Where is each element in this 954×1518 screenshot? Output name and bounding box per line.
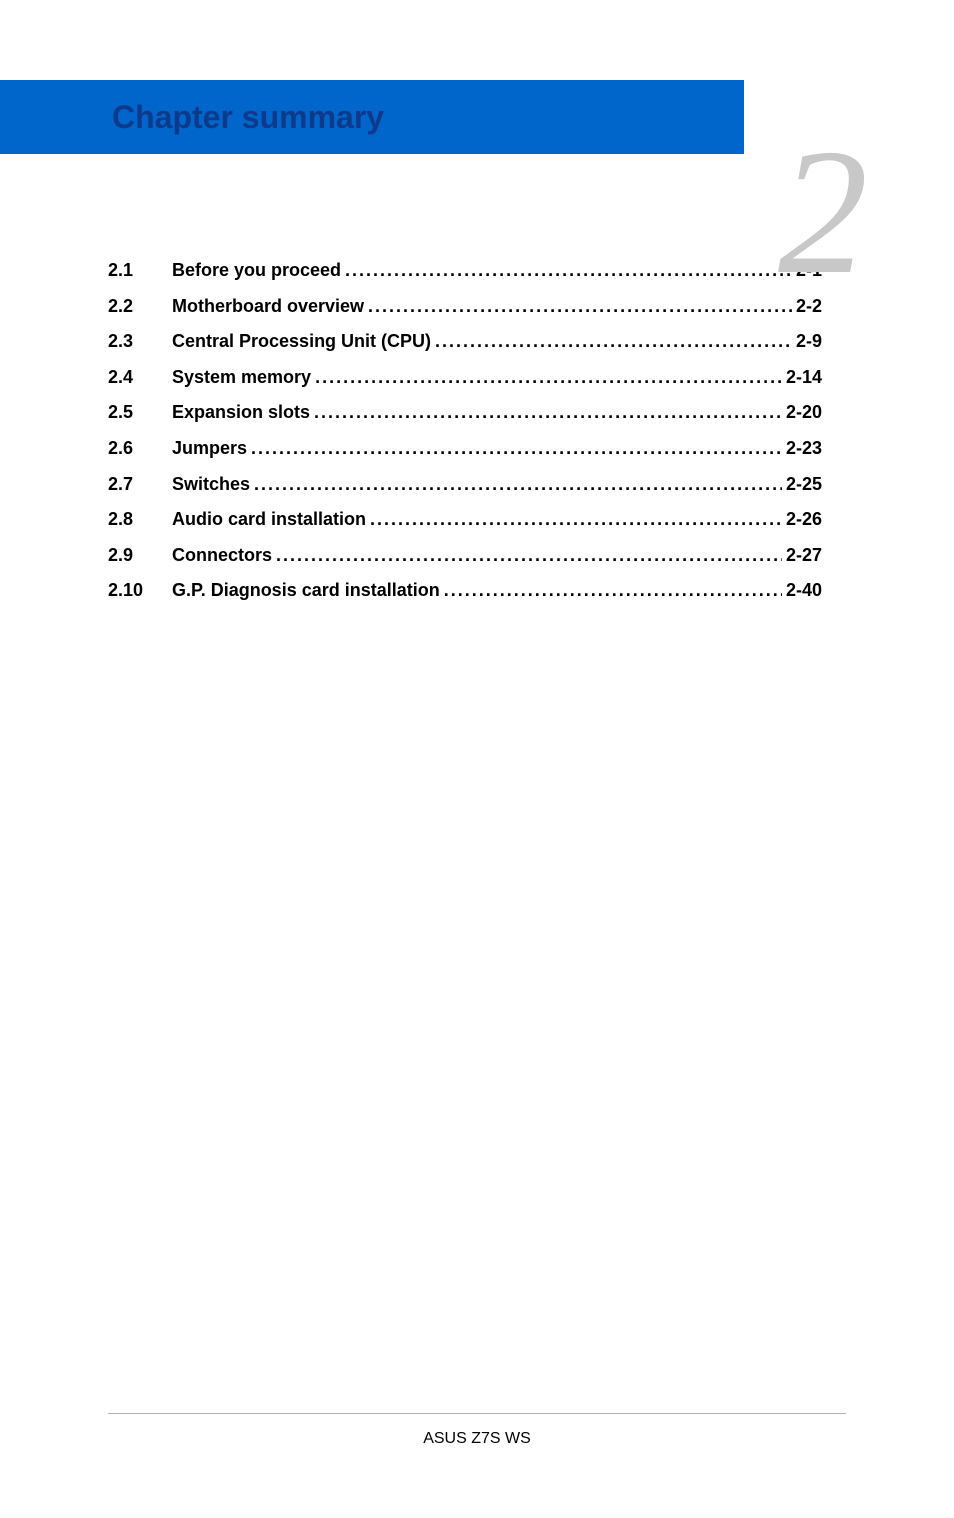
toc-entry-number: 2.9 [108,545,172,567]
toc-entry: 2.6Jumpers..............................… [108,438,822,460]
toc-entry-leader: ........................................… [254,474,782,496]
toc-entry-number: 2.2 [108,296,172,318]
chapter-banner: Chapter summary [0,80,744,154]
table-of-contents: 2.1Before you proceed...................… [108,260,822,602]
toc-entry-page: 2-2 [792,296,822,318]
footer-text: ASUS Z7S WS [0,1430,954,1448]
toc-entry-leader: ........................................… [314,402,782,424]
toc-entry-leader: ........................................… [370,509,782,531]
toc-entry-page: 2-40 [782,580,822,602]
toc-entry-leader: ........................................… [444,580,782,602]
toc-entry-title: Connectors [172,545,276,567]
toc-entry-number: 2.1 [108,260,172,282]
toc-entry-page: 2-23 [782,438,822,460]
toc-entry-page: 2-20 [782,402,822,424]
toc-entry-leader: ........................................… [315,367,782,389]
toc-entry-title: Before you proceed [172,260,345,282]
toc-entry-number: 2.7 [108,474,172,496]
toc-entry-number: 2.5 [108,402,172,424]
toc-entry: 2.7Switches.............................… [108,474,822,496]
toc-entry-title: Audio card installation [172,509,370,531]
toc-entry-leader: ........................................… [345,260,792,282]
toc-entry-title: Motherboard overview [172,296,368,318]
toc-entry: 2.8Audio card installation..............… [108,509,822,531]
toc-entry-leader: ........................................… [368,296,792,318]
toc-entry-leader: ........................................… [251,438,782,460]
toc-entry-number: 2.6 [108,438,172,460]
toc-entry-number: 2.4 [108,367,172,389]
chapter-banner-right [744,80,954,154]
toc-entry-page: 2-14 [782,367,822,389]
toc-entry-page: 2-26 [782,509,822,531]
toc-entry: 2.9Connectors...........................… [108,545,822,567]
toc-entry-page: 2-25 [782,474,822,496]
toc-entry-page: 2-1 [792,260,822,282]
toc-entry-title: Central Processing Unit (CPU) [172,331,435,353]
toc-entry-title: System memory [172,367,315,389]
toc-entry-number: 2.10 [108,580,172,602]
toc-entry: 2.5Expansion slots......................… [108,402,822,424]
toc-entry-number: 2.8 [108,509,172,531]
toc-entry-title: Jumpers [172,438,251,460]
toc-entry-page: 2-27 [782,545,822,567]
footer-divider [108,1413,846,1414]
chapter-title: Chapter summary [112,99,384,136]
toc-entry: 2.4System memory........................… [108,367,822,389]
toc-entry: 2.2Motherboard overview.................… [108,296,822,318]
toc-entry-title: Expansion slots [172,402,314,424]
toc-entry: 2.10G.P. Diagnosis card installation....… [108,580,822,602]
page: Chapter summary 2 2.1Before you proceed.… [0,80,954,1518]
toc-entry: 2.1Before you proceed...................… [108,260,822,282]
toc-entry-number: 2.3 [108,331,172,353]
toc-entry-leader: ........................................… [276,545,782,567]
toc-entry-title: G.P. Diagnosis card installation [172,580,444,602]
toc-entry-leader: ........................................… [435,331,792,353]
chapter-header: Chapter summary [0,80,954,154]
toc-entry-title: Switches [172,474,254,496]
toc-entry-page: 2-9 [792,331,822,353]
toc-entry: 2.3Central Processing Unit (CPU)........… [108,331,822,353]
